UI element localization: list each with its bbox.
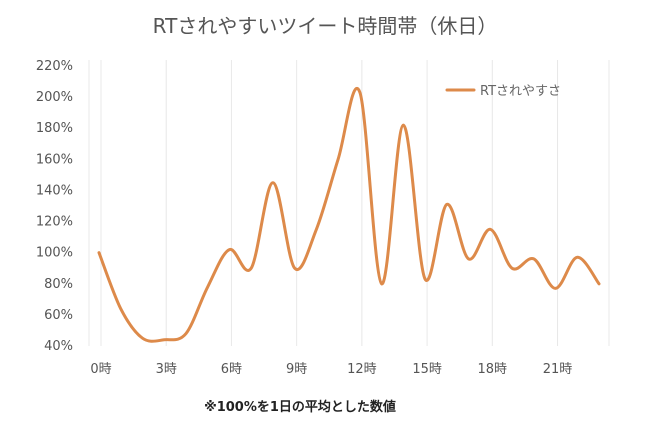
y-tick-label: 100% xyxy=(36,246,73,261)
y-tick-label: 140% xyxy=(36,183,73,198)
x-axis-ticks: 0時 3時 6時 9時 12時 15時 18時 21時 xyxy=(90,362,572,377)
chart-title: RTされやすいツイート時間帯（休日） xyxy=(153,14,498,38)
y-tick-label: 200% xyxy=(36,90,73,105)
x-tick-label: 6時 xyxy=(221,362,242,377)
y-tick-label: 60% xyxy=(44,308,73,323)
x-tick-label: 18時 xyxy=(478,362,508,377)
x-tick-label: 12時 xyxy=(347,362,377,377)
x-tick-label: 21時 xyxy=(543,362,573,377)
y-tick-label: 40% xyxy=(44,339,73,354)
y-axis-ticks: 40% 60% 80% 100% 120% 140% 160% 180% 200% 220% xyxy=(36,59,73,354)
y-tick-label: 220% xyxy=(36,59,73,74)
y-tick-label: 120% xyxy=(36,215,73,230)
y-tick-label: 180% xyxy=(36,121,73,136)
x-tick-label: 3時 xyxy=(156,362,177,377)
x-tick-label: 0時 xyxy=(90,362,111,377)
x-tick-label: 15時 xyxy=(412,362,442,377)
x-tick-label: 9時 xyxy=(286,362,307,377)
series-line-0 xyxy=(97,87,601,343)
legend: RTされやすさ xyxy=(445,84,561,99)
y-tick-label: 160% xyxy=(36,152,73,167)
y-tick-label: 80% xyxy=(44,277,73,292)
series-lines xyxy=(97,87,601,343)
grid-lines xyxy=(88,60,610,346)
footnote: ※100%を1日の平均とした数値 xyxy=(204,399,396,415)
legend-label: RTされやすさ xyxy=(480,84,561,99)
